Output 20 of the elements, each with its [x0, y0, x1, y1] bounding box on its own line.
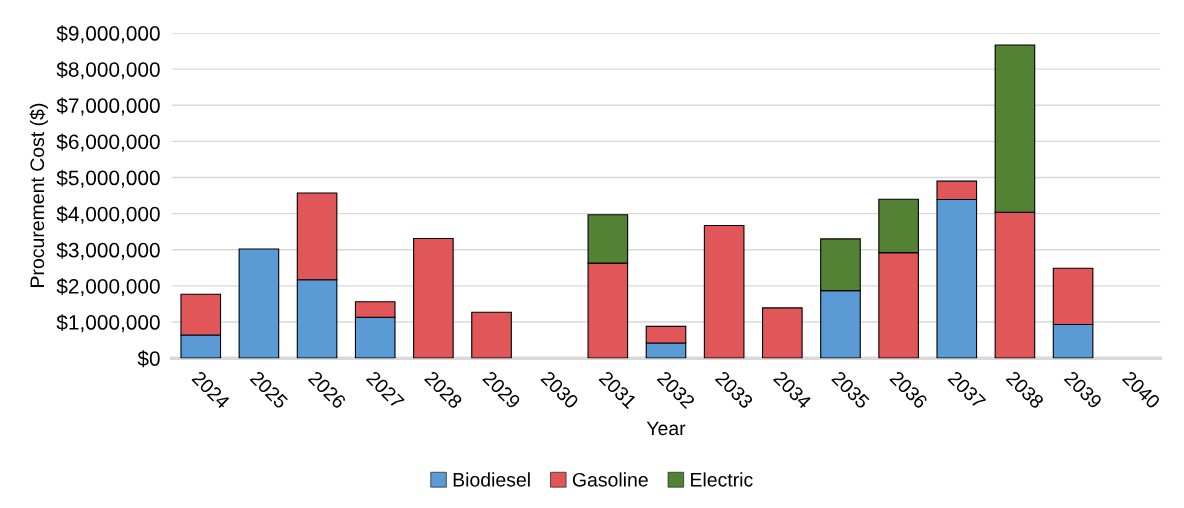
legend-label: Gasoline [572, 472, 648, 487]
bar [471, 311, 512, 359]
y-tick-label: $9,000,000 [56, 25, 160, 44]
y-tick-label: $0 [137, 350, 160, 368]
y-tick-label: $7,000,000 [56, 97, 160, 116]
y-tick-label: $5,000,000 [56, 169, 160, 188]
bar [761, 307, 803, 359]
y-tick-label: $1,000,000 [56, 314, 160, 333]
bar [413, 238, 454, 359]
y-axis-title: Procurement Cost ($) [29, 103, 48, 287]
bar [238, 248, 280, 359]
y-tick-label: $2,000,000 [56, 278, 160, 297]
y-tick-label: $3,000,000 [56, 241, 160, 260]
bar [703, 225, 745, 359]
y-tick-label: $8,000,000 [56, 61, 160, 80]
y-tick-label: $6,000,000 [56, 133, 160, 152]
legend-label: Electric [691, 472, 753, 487]
legend-label: Biodiesel [453, 472, 530, 487]
y-tick-label: $4,000,000 [56, 205, 160, 224]
x-axis-title: Year [646, 421, 686, 436]
